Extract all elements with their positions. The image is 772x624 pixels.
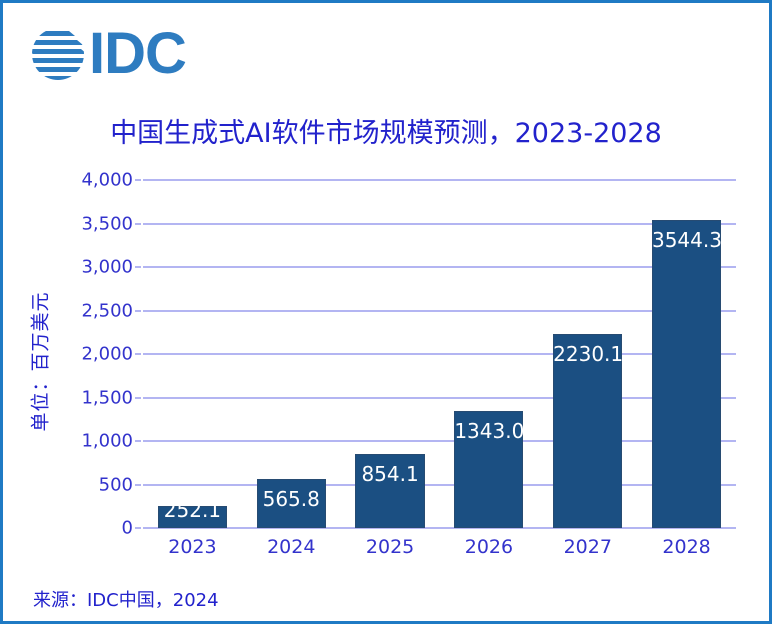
y-axis-tick-mark <box>135 396 141 399</box>
x-axis-tick-label: 2028 <box>662 536 711 558</box>
bar[interactable] <box>355 453 425 528</box>
y-axis-tick-mark <box>135 222 141 225</box>
y-axis-tick-label: 2,000 <box>81 343 133 365</box>
gridline <box>143 483 736 486</box>
bar-value-label: 3544.3 <box>651 227 722 252</box>
x-axis-tick-label: 2026 <box>464 536 514 558</box>
y-axis-title: 单位：百万美元 <box>24 256 54 466</box>
bar-value-label: 1343.0 <box>454 419 525 444</box>
y-axis-tick-label: 0 <box>121 517 133 539</box>
y-axis-tick-labels: 0 500 1,000 1,500 2,000 2,500 3,000 3,500 4,000 <box>61 170 133 539</box>
gridline <box>143 179 736 181</box>
y-axis-title-text: 单位：百万美元 <box>29 290 52 432</box>
plot-area: 252.1 565.8 854.1 1343.0 2230.1 3544.3 <box>143 179 736 529</box>
bar[interactable] <box>256 478 326 528</box>
bar[interactable] <box>553 333 623 528</box>
bar[interactable] <box>454 411 524 528</box>
bar-value-label: 252.1 <box>163 498 222 522</box>
y-axis-tick-mark <box>135 309 141 312</box>
y-axis-tick-mark <box>135 266 141 268</box>
idc-globe-icon <box>32 31 84 80</box>
y-axis-tick-label: 500 <box>98 474 133 495</box>
gridline <box>143 527 736 529</box>
y-axis-tick-mark <box>135 353 141 355</box>
y-axis-tick-label: 3,500 <box>81 213 133 234</box>
y-axis-tick-label: 1,500 <box>81 387 133 408</box>
y-axis-tick-label: 4,000 <box>81 169 133 191</box>
y-axis-tick-mark <box>135 527 141 529</box>
source-note: 来源：IDC中国，2024 <box>33 590 219 611</box>
gridline <box>143 396 736 399</box>
gridline <box>143 222 736 225</box>
chart-title: 中国生成式AI软件市场规模预测，2023-2028 <box>110 118 662 149</box>
bar[interactable] <box>157 506 227 528</box>
gridline <box>143 353 736 355</box>
y-axis-tick-label: 2,500 <box>81 300 133 321</box>
y-axis-tick-label: 3,000 <box>81 256 133 278</box>
x-axis-tick-labels: 2023 2024 2025 2026 2027 2028 <box>143 536 736 564</box>
x-axis-tick-label: 2025 <box>365 536 415 558</box>
bar-value-label: 2230.1 <box>553 341 624 366</box>
idc-wordmark: IDC <box>89 21 187 86</box>
x-axis-tick-label: 2027 <box>563 536 612 558</box>
y-axis-tick-mark <box>135 440 141 442</box>
gridline <box>143 266 736 268</box>
bar[interactable] <box>651 219 722 528</box>
idc-logo: IDC <box>29 21 187 87</box>
y-axis-tick-mark <box>135 179 141 181</box>
bar-value-label: 854.1 <box>361 461 419 486</box>
gridline <box>143 309 736 312</box>
y-axis-tick-mark <box>135 483 141 486</box>
x-axis-tick-label: 2023 <box>168 536 217 558</box>
gridline <box>143 440 736 442</box>
y-axis-tick-label: 1,000 <box>81 430 133 452</box>
bar-value-label: 565.8 <box>262 486 320 511</box>
x-axis-tick-label: 2024 <box>267 536 316 558</box>
